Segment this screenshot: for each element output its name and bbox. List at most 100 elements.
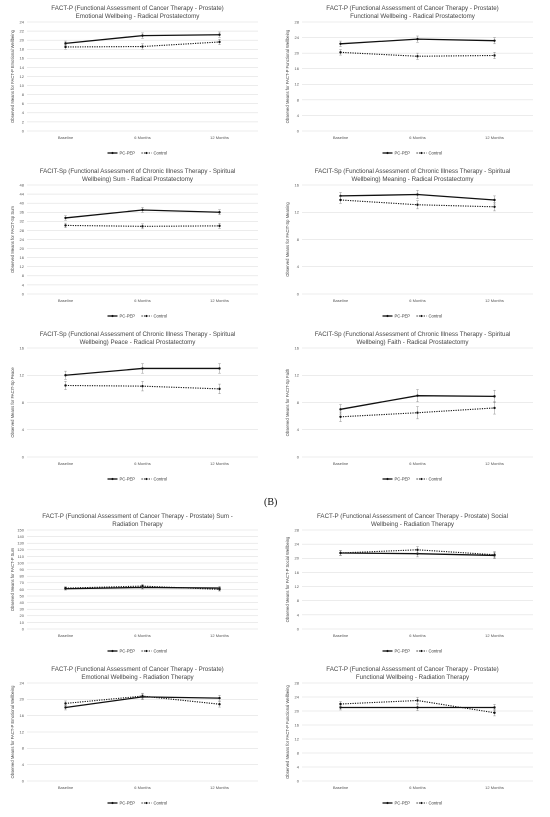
data-point bbox=[416, 411, 419, 414]
x-tick-label: Baseline bbox=[333, 135, 349, 140]
chart-title-line: Wellbeing) Faith - Radical Prostatectomy bbox=[357, 339, 470, 346]
y-tick-label: 8 bbox=[22, 400, 25, 405]
y-tick-label: 130 bbox=[17, 541, 24, 546]
y-tick-label: 40 bbox=[20, 201, 25, 206]
legend-label: PC-PEP bbox=[120, 151, 136, 156]
y-tick-label: 8 bbox=[297, 237, 300, 242]
chart-3: FACIT-Sp (Functional Assessment of Chron… bbox=[10, 168, 258, 319]
y-tick-label: 0 bbox=[297, 128, 300, 133]
data-point bbox=[416, 706, 419, 709]
data-point bbox=[493, 553, 496, 556]
y-tick-label: 12 bbox=[295, 736, 300, 741]
data-point bbox=[141, 367, 144, 370]
data-point bbox=[339, 51, 342, 54]
legend-label: PC-PEP bbox=[120, 477, 136, 482]
legend-marker bbox=[145, 801, 148, 805]
data-point bbox=[64, 42, 67, 45]
legend-marker bbox=[386, 649, 389, 653]
legend-marker bbox=[111, 314, 114, 318]
data-point bbox=[64, 706, 67, 709]
legend-label: Control bbox=[154, 151, 168, 156]
legend-label: Control bbox=[154, 477, 168, 482]
y-tick-label: 8 bbox=[22, 273, 25, 278]
x-tick-label: Baseline bbox=[333, 461, 349, 466]
chart-9: FACT-P (Functional Assessment of Cancer … bbox=[10, 666, 258, 806]
y-tick-label: 8 bbox=[22, 746, 25, 751]
legend-marker bbox=[386, 801, 389, 805]
chart-4: FACIT-Sp (Functional Assessment of Chron… bbox=[285, 168, 533, 319]
y-tick-label: 16 bbox=[295, 345, 300, 350]
data-point bbox=[493, 205, 496, 208]
y-tick-label: 4 bbox=[297, 264, 300, 269]
x-tick-label: 12 Months bbox=[485, 461, 504, 466]
y-axis-label: Observed Means for FACIT-Sp Peace bbox=[10, 367, 15, 438]
legend-label: PC-PEP bbox=[120, 801, 136, 806]
y-tick-label: 12 bbox=[295, 82, 300, 87]
data-point bbox=[416, 37, 419, 41]
x-tick-label: 12 Months bbox=[485, 785, 504, 790]
legend-marker bbox=[386, 151, 389, 155]
y-tick-label: 32 bbox=[20, 219, 25, 224]
data-point bbox=[416, 55, 419, 58]
legend-label: PC-PEP bbox=[395, 314, 411, 319]
data-point bbox=[141, 584, 144, 588]
chart-title-line: Radiation Therapy bbox=[112, 521, 163, 528]
x-tick-label: 6 Months bbox=[134, 633, 150, 638]
y-tick-label: 20 bbox=[20, 697, 25, 702]
y-tick-label: 6 bbox=[22, 101, 25, 106]
legend-label: PC-PEP bbox=[120, 649, 136, 654]
y-tick-label: 10 bbox=[20, 620, 25, 625]
y-axis-label: Observed Means for FACT-P Functional Wel… bbox=[285, 685, 290, 779]
data-point bbox=[339, 551, 342, 555]
chart-title-line: Wellbeing - Radiation Therapy bbox=[371, 521, 455, 528]
legend-label: Control bbox=[154, 801, 168, 806]
y-tick-label: 12 bbox=[20, 373, 25, 378]
data-point bbox=[64, 374, 67, 377]
chart-title-line: Wellbeing) Meaning - Radical Prostatecto… bbox=[352, 176, 475, 183]
y-tick-label: 12 bbox=[295, 373, 300, 378]
x-tick-label: Baseline bbox=[333, 298, 349, 303]
y-axis-label: Observed Means for FACIT-Sp Sum bbox=[10, 205, 15, 273]
y-tick-label: 16 bbox=[20, 255, 25, 260]
y-tick-label: 20 bbox=[20, 613, 25, 618]
y-axis-label: Observed Means for FACT-P Emotional Well… bbox=[10, 29, 15, 123]
y-tick-label: 150 bbox=[17, 527, 24, 532]
data-point bbox=[64, 384, 67, 387]
x-tick-label: 6 Months bbox=[409, 461, 425, 466]
chart-title-line: FACT-P (Functional Assessment of Cancer … bbox=[51, 5, 223, 12]
x-tick-label: 6 Months bbox=[409, 633, 425, 638]
chart-2: FACT-P (Functional Assessment of Cancer … bbox=[285, 5, 533, 156]
y-tick-label: 24 bbox=[20, 237, 25, 242]
legend-label: PC-PEP bbox=[120, 314, 136, 319]
chart-title-line: FACT-P (Functional Assessment of Cancer … bbox=[51, 666, 223, 673]
legend-marker bbox=[111, 151, 114, 155]
chart-title-line: Functional Wellbeing - Radiation Therapy bbox=[356, 674, 470, 681]
y-tick-label: 60 bbox=[20, 587, 25, 592]
y-tick-label: 16 bbox=[20, 713, 25, 718]
chart-title-line: FACIT-Sp (Functional Assessment of Chron… bbox=[40, 331, 236, 338]
legend-marker bbox=[145, 151, 148, 155]
x-tick-label: 6 Months bbox=[409, 135, 425, 140]
chart-1: FACT-P (Functional Assessment of Cancer … bbox=[10, 5, 258, 156]
y-tick-label: 20 bbox=[20, 246, 25, 251]
chart-panel-1: FACT-P (Functional Assessment of Cancer … bbox=[5, 2, 270, 165]
y-tick-label: 36 bbox=[20, 210, 25, 215]
chart-7: FACT-P (Functional Assessment of Cancer … bbox=[10, 513, 258, 654]
chart-panel-4: FACIT-Sp (Functional Assessment of Chron… bbox=[280, 165, 545, 328]
y-tick-label: 12 bbox=[20, 74, 25, 79]
data-point bbox=[339, 415, 342, 419]
y-tick-label: 2 bbox=[22, 119, 25, 124]
y-axis-label: Observed Means for FACT-P Emotional Well… bbox=[10, 685, 15, 779]
y-tick-label: 4 bbox=[297, 427, 300, 432]
y-tick-label: 16 bbox=[295, 570, 300, 575]
data-point bbox=[218, 703, 221, 706]
y-tick-label: 18 bbox=[20, 47, 25, 52]
data-point bbox=[416, 699, 419, 702]
y-axis-label: Observed Means for FACT-P Social Wellbei… bbox=[285, 536, 290, 622]
y-tick-label: 28 bbox=[295, 680, 300, 685]
data-point bbox=[218, 224, 221, 228]
legend-label: Control bbox=[429, 477, 443, 482]
x-tick-label: 6 Months bbox=[409, 785, 425, 790]
y-tick-label: 8 bbox=[297, 598, 300, 603]
data-point bbox=[218, 696, 221, 700]
